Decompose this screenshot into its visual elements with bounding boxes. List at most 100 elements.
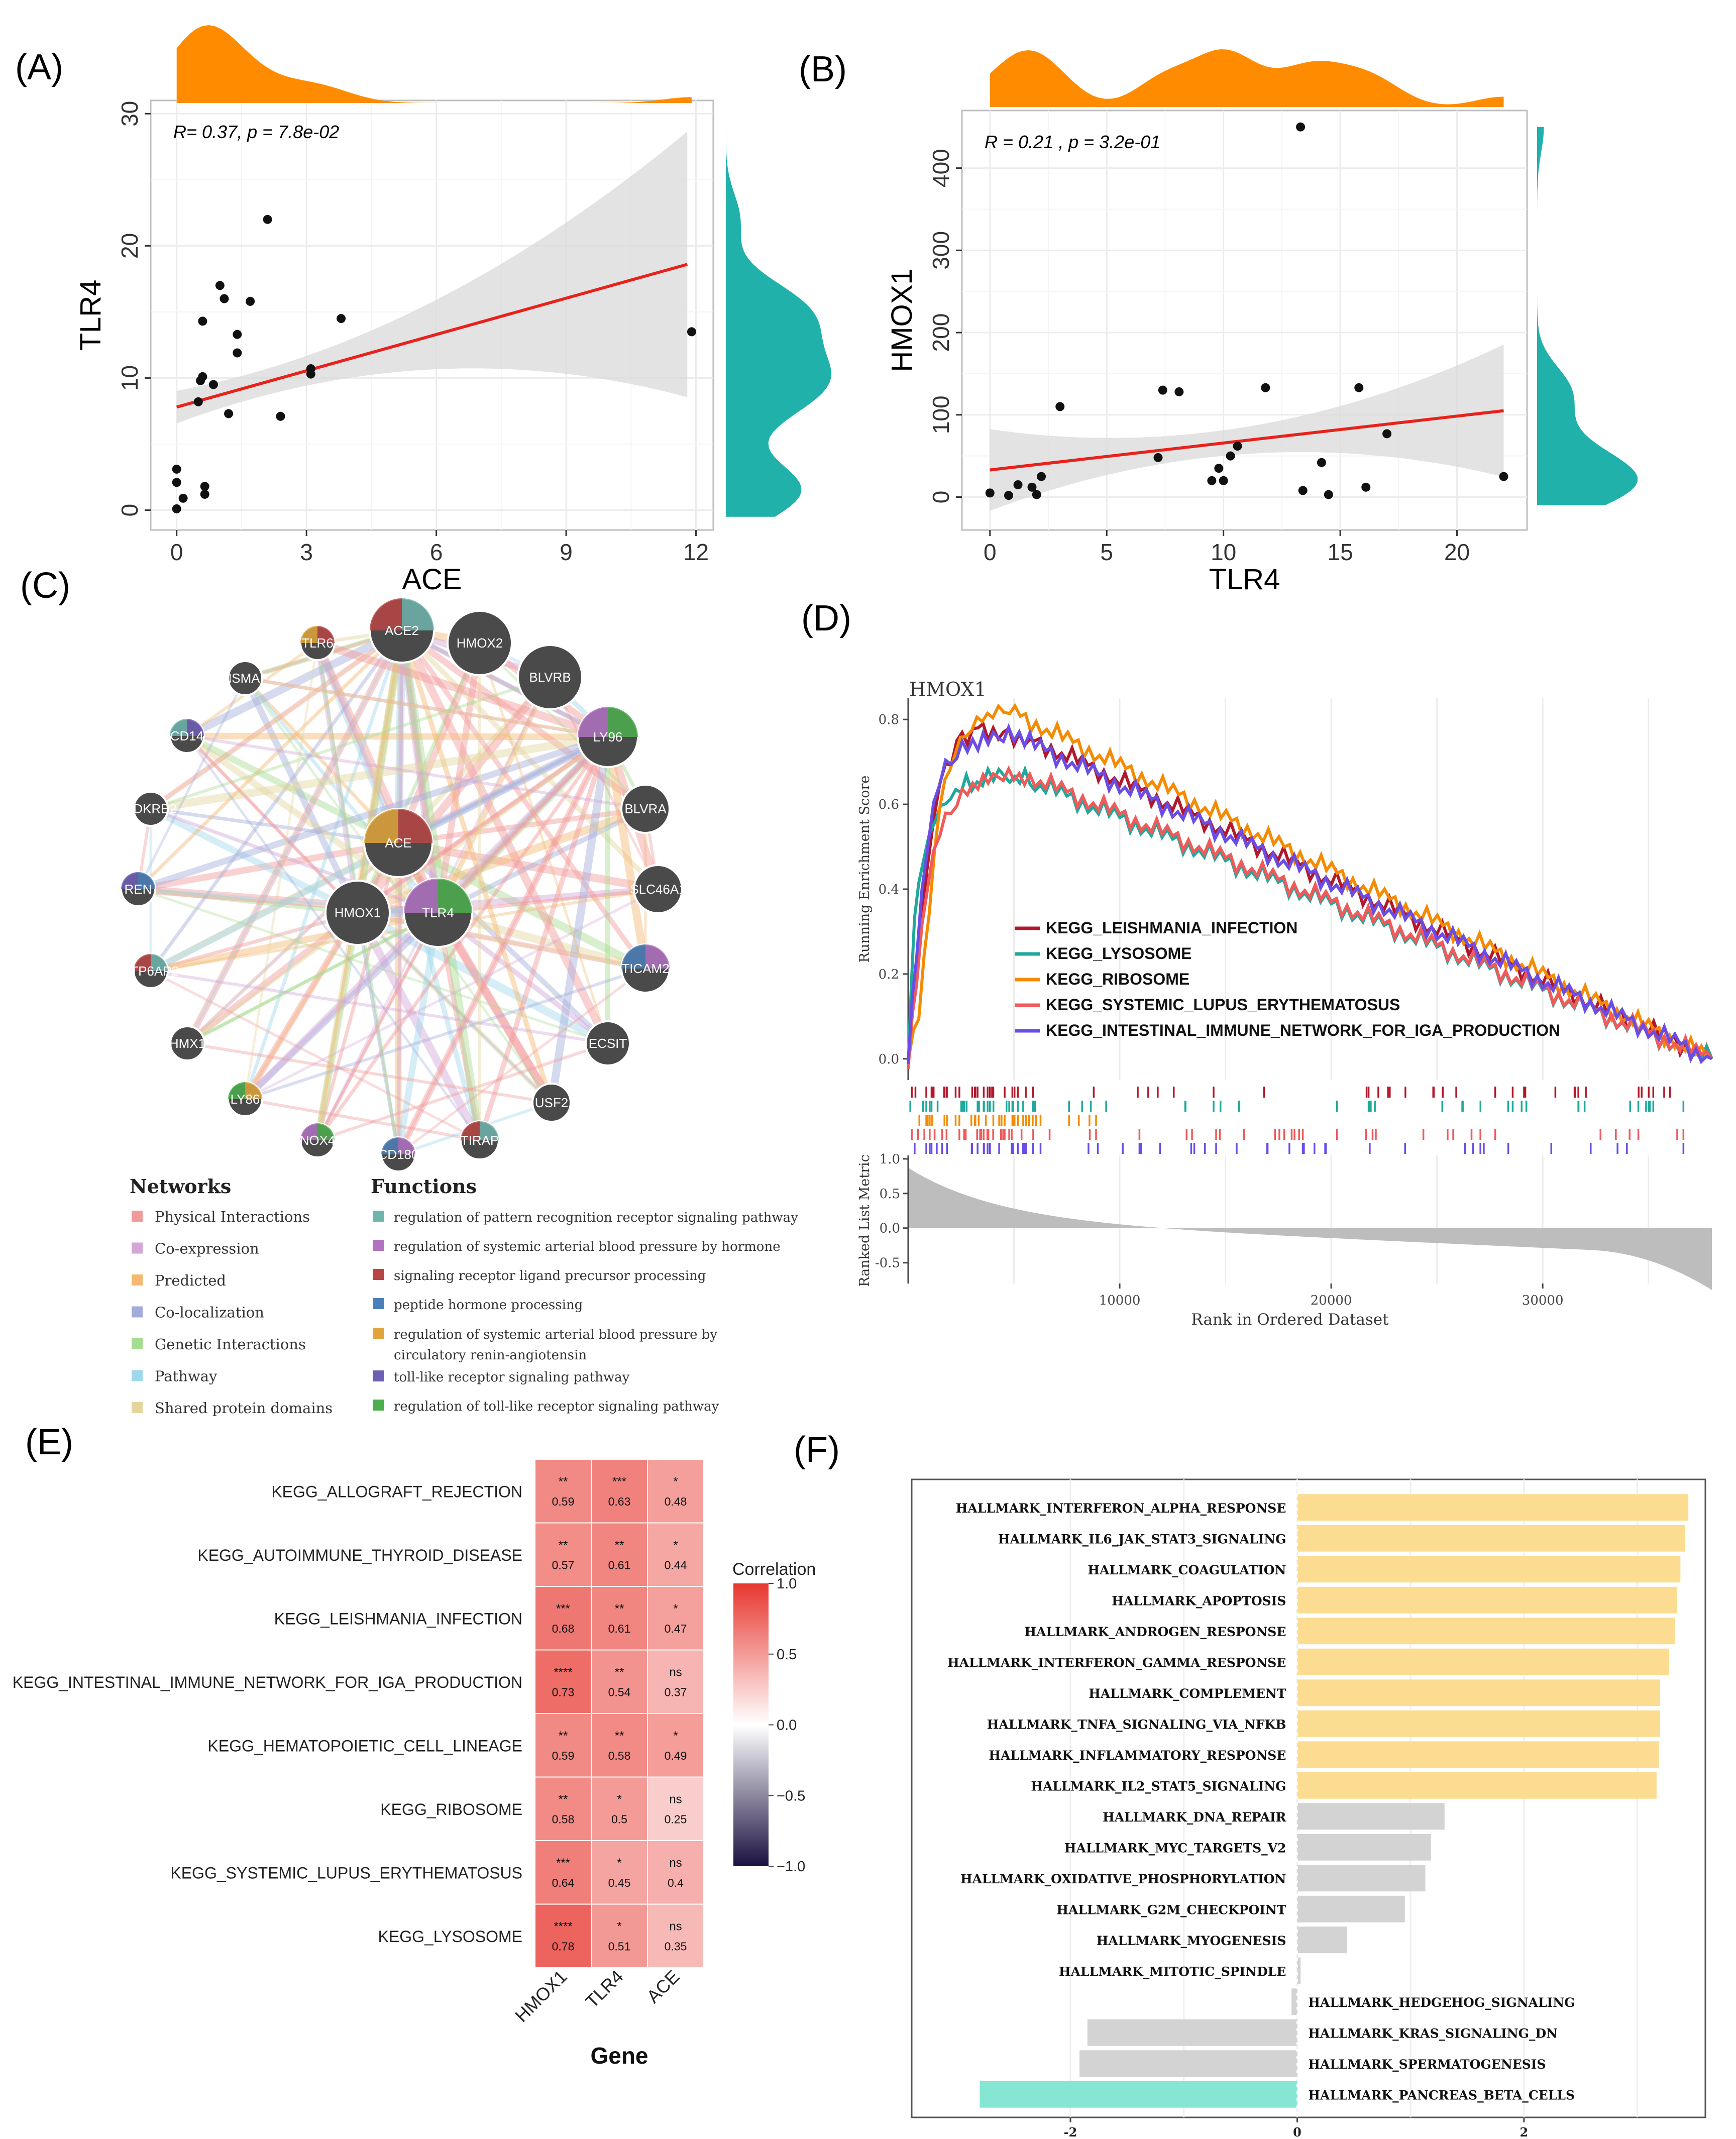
x-tick-label: 3 bbox=[300, 539, 313, 565]
heatmap-cell bbox=[647, 1840, 704, 1905]
node-function-slice bbox=[228, 1082, 245, 1099]
network-edge bbox=[245, 676, 608, 739]
heatmap-value-label: 0.51 bbox=[608, 1940, 631, 1953]
es-y-axis-label: Running Enrichment Score bbox=[857, 776, 873, 963]
network-edge bbox=[150, 629, 403, 810]
network-edge bbox=[396, 630, 404, 843]
heatmap-value-label: 0.58 bbox=[552, 1813, 575, 1826]
right-marginal-density bbox=[726, 120, 831, 517]
correlation-annotation: R= 0.37, p = 7.8e-02 bbox=[173, 122, 339, 142]
network-edge bbox=[395, 641, 483, 844]
bar-x-tick-label: 2 bbox=[1520, 2125, 1529, 2139]
node-function-slice bbox=[645, 944, 670, 969]
y-tick-label: 100 bbox=[928, 395, 954, 434]
network-edge bbox=[137, 733, 609, 893]
bar-category-label: HALLMARK_IL6_JAK_STAT3_SIGNALING bbox=[998, 1532, 1286, 1546]
network-edge bbox=[150, 733, 609, 813]
es-y-tick-label: 0.8 bbox=[879, 712, 899, 727]
network-legend-label: Predicted bbox=[155, 1272, 226, 1289]
network-edge bbox=[436, 735, 610, 915]
es-y-tick-label: 0.6 bbox=[879, 797, 899, 812]
es-y-tick-label: 0.4 bbox=[879, 882, 899, 897]
bar-category-label: HALLMARK_G2M_CHECKPOINT bbox=[1056, 1902, 1286, 1917]
network-edge bbox=[400, 627, 647, 812]
bar-hallmark_myc_targets_v2 bbox=[1297, 1834, 1431, 1861]
network-edge bbox=[313, 641, 402, 845]
bar-category-label: HALLMARK_INFLAMMATORY_RESPONSE bbox=[989, 1748, 1286, 1763]
bar-hallmark_myogenesis bbox=[1297, 1927, 1347, 1954]
bar-category-label: HALLMARK_APOPTOSIS bbox=[1112, 1593, 1286, 1608]
network-node-label: ATP6AP2 bbox=[123, 964, 179, 979]
network-edge bbox=[316, 639, 609, 741]
network-node-label: HMOX2 bbox=[457, 635, 503, 651]
network-edge bbox=[186, 911, 439, 1045]
network-edge bbox=[398, 629, 442, 914]
network-edge bbox=[356, 735, 609, 914]
heatmap-significance: * bbox=[617, 1920, 621, 1934]
network-legend-label: Physical Interactions bbox=[155, 1208, 310, 1225]
node-function-slice bbox=[134, 954, 151, 971]
bar-hallmark_spermatogenesis bbox=[1079, 2050, 1297, 2077]
heatmap-cell bbox=[534, 1459, 592, 1524]
heatmap-cell bbox=[591, 1903, 648, 1968]
node-function-slice bbox=[170, 719, 187, 736]
es-line-kegg_intestinal_immune_network_for_iga_production bbox=[907, 723, 1713, 1064]
bar-hallmark_kras_signaling_dn bbox=[1087, 2019, 1297, 2046]
network-node-nsmaf bbox=[227, 660, 263, 696]
heatmap-cell bbox=[647, 1903, 704, 1968]
network-edge bbox=[243, 910, 441, 1102]
data-point bbox=[1354, 383, 1364, 392]
heatmap-significance: ns bbox=[669, 1856, 682, 1870]
data-point bbox=[1219, 476, 1228, 485]
es-legend-label: KEGG_SYSTEMIC_LUPUS_ERYTHEMATOSUS bbox=[1046, 996, 1400, 1014]
metric-y-axis-label: Ranked List Metric bbox=[857, 1154, 873, 1287]
heatmap-significance: ** bbox=[559, 1729, 568, 1743]
node-function-slice bbox=[138, 872, 155, 889]
data-point bbox=[1027, 482, 1037, 492]
heatmap-significance: * bbox=[673, 1539, 678, 1552]
heatmap-value-label: 0.4 bbox=[668, 1876, 684, 1889]
heatmap-value-label: 0.68 bbox=[552, 1622, 575, 1635]
network-edge bbox=[399, 630, 441, 913]
heatmap-row-label: KEGG_ALLOGRAFT_REJECTION bbox=[271, 1482, 522, 1501]
heatmap-cell bbox=[534, 1586, 592, 1651]
network-edge bbox=[356, 734, 609, 915]
colorbar-title: Correlation bbox=[732, 1560, 816, 1579]
data-point bbox=[1207, 476, 1217, 485]
network-node-label: REN bbox=[125, 882, 152, 897]
node-function-slice bbox=[398, 1137, 415, 1154]
network-edge bbox=[184, 629, 405, 1045]
heatmap-significance: ns bbox=[669, 1920, 682, 1934]
network-edge bbox=[398, 806, 646, 845]
panel-label-a: (A) bbox=[15, 47, 63, 87]
bar-hallmark_hedgehog_signaling bbox=[1291, 1988, 1297, 2015]
function-legend-swatch bbox=[373, 1328, 384, 1339]
network-node-label: SLC46A1 bbox=[630, 882, 686, 897]
function-legend-swatch bbox=[373, 1370, 384, 1381]
y-tick-label: 400 bbox=[928, 149, 954, 187]
heatmap-cell bbox=[534, 1903, 592, 1968]
heatmap-cell bbox=[534, 1522, 592, 1587]
heatmap-significance: ** bbox=[615, 1539, 624, 1552]
network-edge bbox=[186, 735, 359, 914]
network-edge bbox=[399, 629, 554, 1104]
y-tick-label: 20 bbox=[117, 233, 143, 259]
scatter-panel-b: R = 0.21 , p = 3.2e-010 5 10 15 200100200300… bbox=[886, 49, 1638, 596]
bar-hallmark_inflammatory_response bbox=[1297, 1741, 1659, 1768]
metric-x-tick-label: 30000 bbox=[1522, 1293, 1564, 1308]
bar-hallmark_il6_jak_stat3_signaling bbox=[1297, 1525, 1685, 1552]
network-edge bbox=[401, 628, 609, 739]
heatmap-value-label: 0.49 bbox=[665, 1749, 687, 1762]
heatmap-value-label: 0.25 bbox=[665, 1813, 687, 1826]
heatmap-value-label: 0.5 bbox=[611, 1813, 627, 1826]
network-node-blvra bbox=[620, 784, 671, 834]
network-edge bbox=[245, 967, 646, 1101]
network-edge bbox=[394, 630, 406, 843]
network-edge bbox=[356, 912, 400, 1155]
data-point bbox=[1298, 486, 1308, 495]
network-node-label: NSMAF bbox=[223, 671, 268, 686]
data-point bbox=[224, 409, 234, 418]
heatmap-significance: ** bbox=[615, 1729, 624, 1743]
network-node-hmx1 bbox=[169, 1025, 205, 1061]
panel-label-c: (C) bbox=[20, 566, 70, 606]
